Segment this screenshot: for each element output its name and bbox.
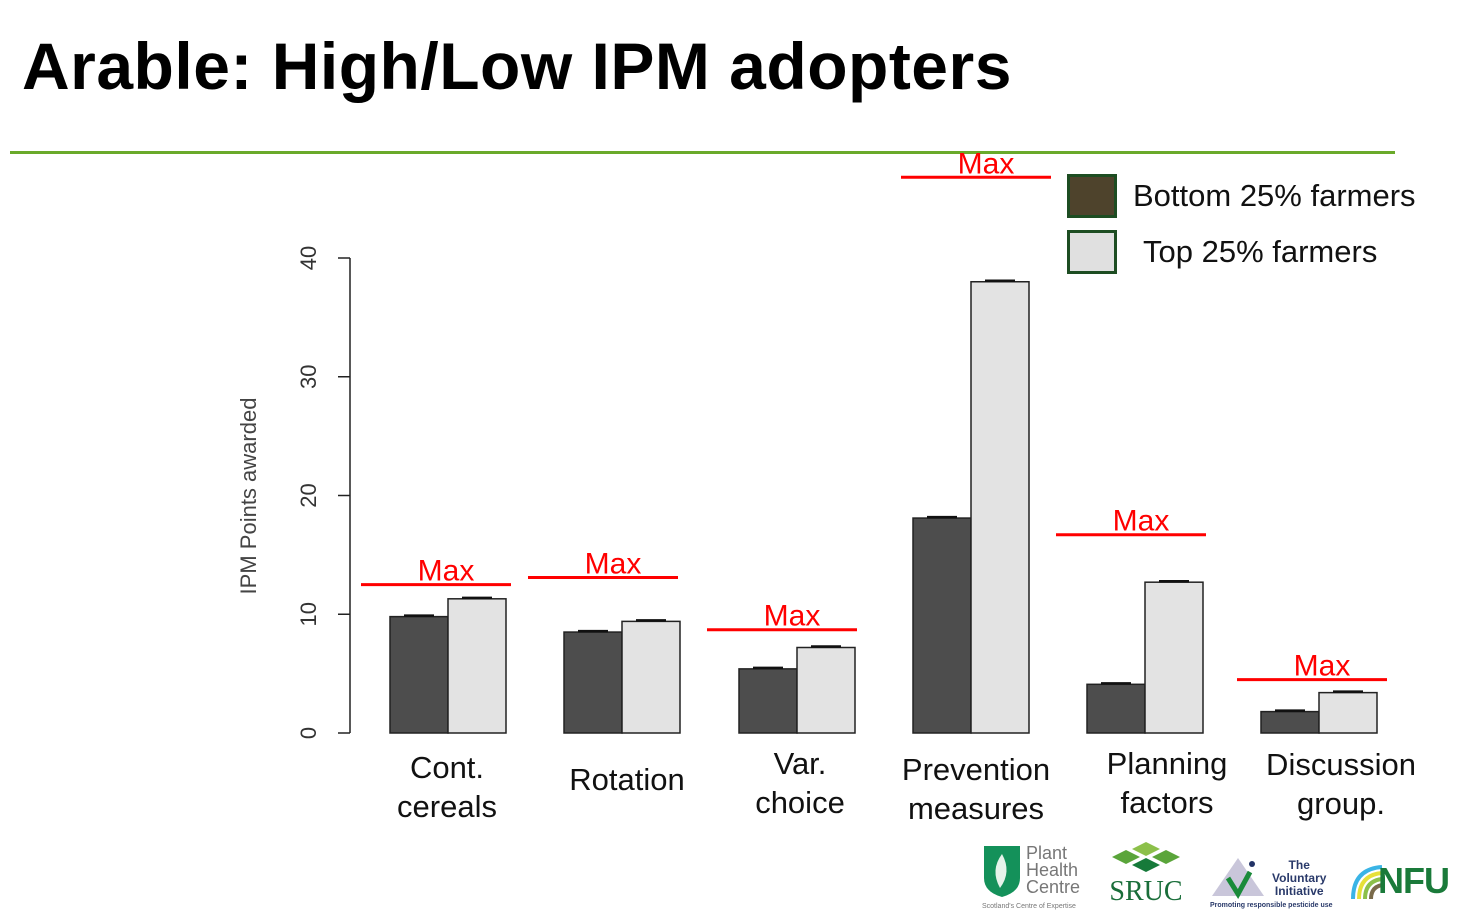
sruc-text: SRUC: [1109, 876, 1183, 907]
category-label: Prevention measures: [901, 752, 1051, 826]
vi-line2: Voluntary: [1272, 870, 1327, 885]
nfu-rainbow-icon: [1351, 865, 1383, 899]
vi-tagline: Promoting responsible pesticide use: [1210, 902, 1333, 909]
bar-bottom: [1260, 710, 1320, 734]
y-tick-label: 10: [296, 602, 321, 626]
max-label: Max: [1113, 505, 1170, 538]
max-label: Max: [958, 147, 1015, 180]
nfu-logo: NFU: [1350, 860, 1450, 902]
plant-health-centre-logo: Plant Health Centre Scotland's Centre of…: [982, 842, 1081, 911]
legend-item-bottom: Bottom 25% farmers: [1067, 174, 1416, 218]
phc-tagline: Scotland's Centre of Expertise: [982, 903, 1076, 910]
category-label: Cont. cereals: [397, 750, 497, 824]
nfu-text: NFU: [1378, 860, 1450, 901]
voluntary-initiative-logo: The Voluntary Initiative Promoting respo…: [1210, 856, 1333, 909]
category-label: Discussion group.: [1266, 747, 1416, 821]
category-label: Rotation: [569, 762, 685, 797]
vi-line3: Initiative: [1274, 883, 1324, 898]
bar-bottom: [1086, 683, 1146, 734]
y-tick-label: 0: [296, 727, 321, 739]
y-axis-label: IPM Points awarded: [236, 398, 261, 595]
bar-top: [796, 646, 856, 734]
bar-bottom: [563, 631, 623, 734]
y-tick-label: 40: [296, 246, 321, 270]
sruc-logo: SRUC: [1108, 842, 1184, 908]
phc-line3: Centre: [1026, 876, 1081, 897]
max-label: Max: [764, 600, 821, 633]
sruc-diamonds-icon: [1112, 842, 1180, 872]
legend-label-top: Top 25% farmers: [1143, 234, 1378, 269]
bar-bottom: [738, 668, 798, 734]
phc-line2: Health: [1026, 859, 1079, 880]
category-label: Var. choice: [755, 746, 845, 820]
bar-top: [621, 620, 681, 734]
slide-title: Arable: High/Low IPM adopters: [22, 29, 1012, 103]
legend-label-bottom: Bottom 25% farmers: [1133, 178, 1416, 213]
bar-bottom: [912, 517, 972, 734]
bar-top: [1318, 691, 1378, 734]
legend-swatch-bottom: [1067, 174, 1117, 218]
leaf-shield-icon: [984, 846, 1020, 897]
max-label: Max: [418, 555, 475, 588]
y-tick-label: 20: [296, 483, 321, 507]
bar-bottom: [389, 615, 449, 734]
title-divider: [10, 151, 1395, 154]
legend-swatch-top: [1067, 230, 1117, 274]
bar-top: [447, 598, 507, 734]
legend-item-top: Top 25% farmers: [1067, 230, 1377, 274]
phc-line1: Plant: [1026, 842, 1068, 863]
y-tick-label: 30: [296, 365, 321, 389]
vi-triangle-icon: [1212, 858, 1264, 899]
category-label: Planning factors: [1106, 746, 1228, 820]
max-label: Max: [1294, 650, 1351, 683]
bar-top: [970, 281, 1030, 734]
max-label: Max: [585, 547, 642, 580]
bar-top: [1144, 581, 1204, 734]
vi-line1: The: [1288, 857, 1310, 872]
